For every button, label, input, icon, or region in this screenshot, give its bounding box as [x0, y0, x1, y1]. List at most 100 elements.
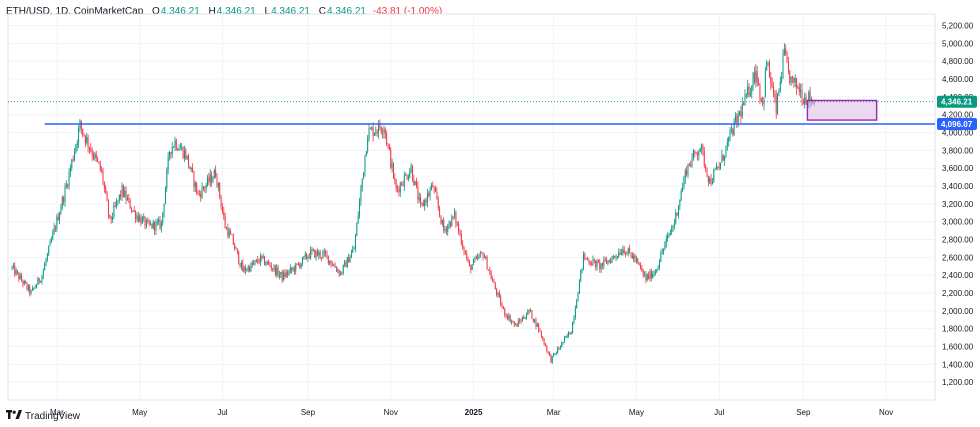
- candle-body: [308, 256, 310, 258]
- candle-body: [671, 227, 673, 233]
- candle-body: [384, 129, 386, 135]
- candle-body: [350, 252, 352, 258]
- candle-body: [566, 335, 568, 337]
- candle-body: [516, 324, 518, 327]
- candle-body: [112, 217, 114, 220]
- tradingview-brand[interactable]: TradingView: [6, 410, 80, 422]
- candle-body: [65, 184, 67, 188]
- candle-body: [220, 197, 222, 207]
- candle-body: [217, 183, 219, 187]
- candle-body: [368, 128, 370, 139]
- candle-body: [554, 353, 556, 355]
- candle-body: [627, 248, 629, 253]
- candle-body: [273, 266, 275, 270]
- candle-body: [326, 253, 328, 256]
- candle-body: [79, 121, 81, 129]
- candle-body: [319, 252, 321, 258]
- y-tick-label: 3,200.00: [942, 200, 974, 209]
- candle-body: [779, 81, 781, 92]
- candle-body: [802, 101, 804, 105]
- candle-body: [460, 234, 462, 245]
- candle-body: [236, 248, 238, 252]
- candle-body: [231, 234, 233, 236]
- candle-body: [718, 167, 720, 168]
- candle-body: [490, 272, 492, 280]
- candle-body: [657, 266, 659, 270]
- close-value: 4,346.21: [327, 6, 366, 17]
- candle-body: [616, 256, 618, 258]
- candle-body: [353, 248, 355, 250]
- candle-body: [411, 166, 413, 180]
- candle-body: [26, 283, 28, 290]
- candle-body: [334, 265, 336, 268]
- candle-body: [95, 153, 97, 158]
- candle-body: [211, 174, 213, 183]
- candle-body: [763, 97, 765, 105]
- candle-body: [53, 227, 55, 233]
- candle-body: [542, 336, 544, 339]
- candle-body: [610, 260, 612, 263]
- candle-body: [323, 251, 325, 254]
- candle-body: [630, 252, 632, 256]
- candle-body: [372, 127, 374, 136]
- x-tick-label: May: [629, 408, 644, 417]
- candle-body: [759, 84, 761, 98]
- candle-body: [166, 169, 168, 189]
- candle-body: [741, 103, 743, 117]
- candle-body: [805, 97, 807, 103]
- candle-body: [547, 351, 549, 353]
- candle-body: [182, 147, 184, 159]
- candle-body: [378, 122, 380, 133]
- candle-body: [755, 71, 757, 82]
- candle-body: [425, 200, 427, 203]
- candle-body: [402, 185, 404, 187]
- y-tick-label: 2,800.00: [942, 236, 974, 245]
- candle-body: [713, 170, 715, 182]
- candle-body: [367, 138, 369, 152]
- candle-body: [37, 278, 39, 286]
- candle-body: [580, 269, 582, 281]
- candle-body: [163, 204, 165, 213]
- candle-body: [386, 134, 388, 144]
- candle-body: [555, 353, 557, 355]
- candle-body: [175, 140, 177, 149]
- candle-body: [253, 263, 255, 265]
- candle-body: [409, 172, 411, 178]
- candle-body: [250, 263, 252, 272]
- support-zone-rect: [806, 99, 878, 121]
- candle-body: [299, 264, 301, 268]
- candle-body: [582, 253, 584, 269]
- candle-body: [432, 184, 434, 188]
- candle-body: [459, 231, 461, 235]
- candle-body: [474, 258, 476, 260]
- candle-body: [64, 187, 66, 202]
- candle-body: [787, 62, 789, 71]
- candle-body: [760, 97, 762, 102]
- candle-body: [692, 151, 694, 159]
- candle-body: [316, 251, 318, 256]
- candle-body: [15, 270, 17, 275]
- candle-body: [293, 267, 295, 272]
- candle-body: [354, 235, 356, 249]
- candle-body: [239, 263, 241, 267]
- candle-body: [486, 257, 488, 270]
- candle-body: [648, 274, 650, 279]
- candle-body: [297, 264, 299, 265]
- candle-body: [160, 222, 162, 229]
- y-tick-label: 4,600.00: [942, 75, 974, 84]
- candle-body: [41, 275, 43, 282]
- candle-body: [808, 91, 810, 105]
- candle-body: [125, 190, 127, 200]
- y-tick-label: 3,400.00: [942, 182, 974, 191]
- candle-body: [639, 265, 641, 268]
- candle-body: [245, 267, 247, 271]
- candle-body: [604, 259, 606, 261]
- candle-body: [724, 156, 726, 161]
- chart-legend-header: ETH/USD, 1D, CoinMarketCap O4,346.21 H4,…: [6, 6, 442, 17]
- candle-body: [690, 165, 692, 167]
- candle-body: [511, 321, 513, 323]
- candle-body: [11, 266, 13, 269]
- candle-body: [652, 274, 654, 279]
